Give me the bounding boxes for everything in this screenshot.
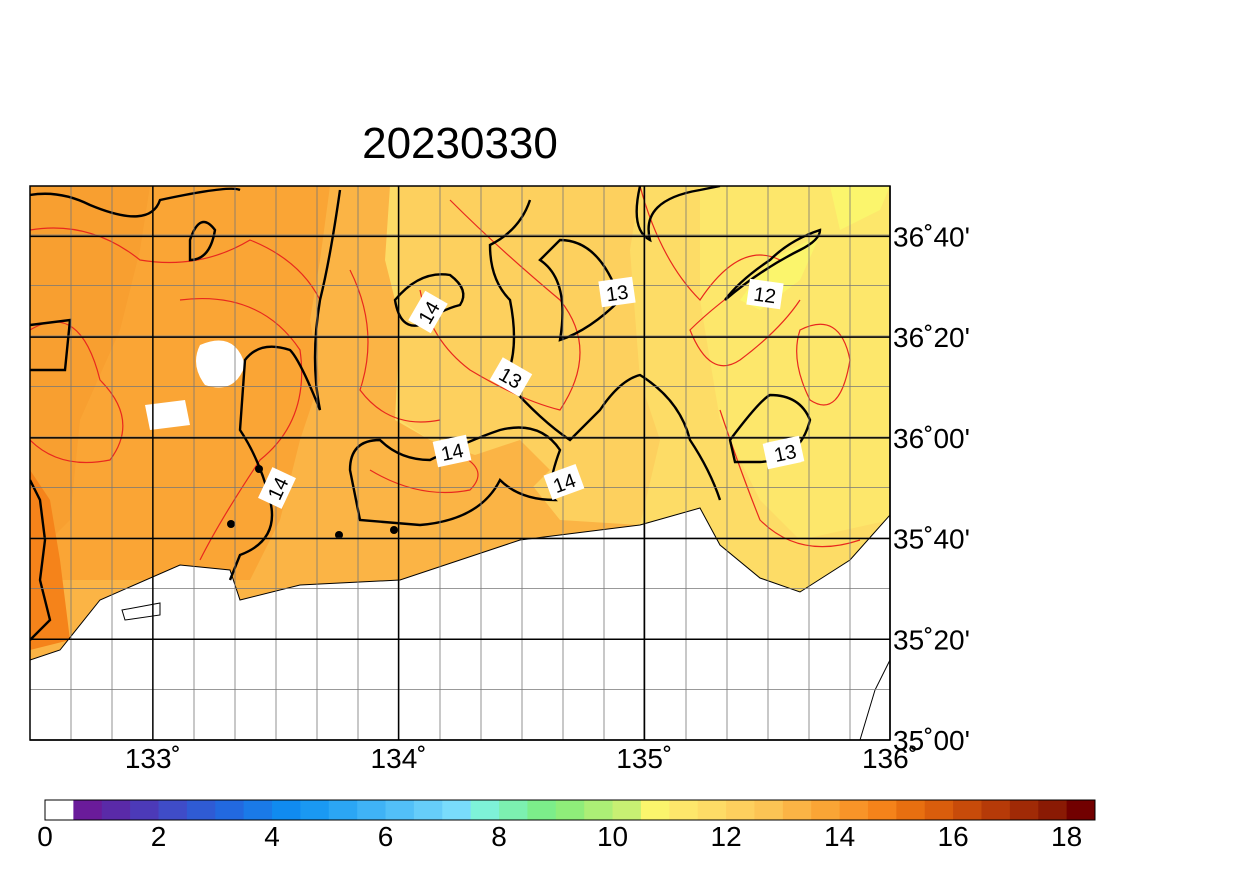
colorbar-tick-label: 18 xyxy=(1051,821,1082,852)
lat-tick-label: 36˚20' xyxy=(893,322,970,353)
contour-label: 14 xyxy=(432,434,472,468)
lon-tick-label: 135˚ xyxy=(616,743,672,774)
contour-label-text: 13 xyxy=(772,441,798,467)
contour-label: 13 xyxy=(598,276,636,308)
colorbar-swatch xyxy=(45,800,74,820)
colorbar-swatch xyxy=(953,800,982,820)
contour-label-box xyxy=(765,435,805,469)
colorbar-swatch xyxy=(640,800,670,820)
contour-label: 13 xyxy=(765,435,805,469)
colorbar-tick-label: 6 xyxy=(378,821,394,852)
contour-label: 14 xyxy=(408,290,448,334)
lat-tick-label: 35˚40' xyxy=(893,524,970,555)
colorbar-swatch xyxy=(357,800,387,820)
contour-label-box xyxy=(489,357,533,397)
contour-label: 14 xyxy=(258,467,296,509)
colorbar-swatch xyxy=(839,800,869,820)
contour-label-box xyxy=(598,276,636,308)
contour-labels: 141313141414131213 xyxy=(258,276,805,509)
map-field xyxy=(30,186,890,740)
colorbar-swatch xyxy=(782,800,812,820)
contour-label-box xyxy=(746,278,784,310)
title: 20230330 xyxy=(362,119,558,168)
colorbar-swatch xyxy=(555,800,585,820)
colorbar-swatch xyxy=(186,800,216,820)
colorbar-swatch xyxy=(811,800,841,820)
colorbar-tick-label: 4 xyxy=(264,821,280,852)
contour-label-text: 13 xyxy=(605,282,630,307)
colorbar-swatch xyxy=(697,800,727,820)
colorbar-swatch xyxy=(470,800,500,820)
colorbar-swatch xyxy=(243,800,273,820)
colorbar-swatch xyxy=(300,800,330,820)
colorbar-tick-label: 0 xyxy=(37,821,53,852)
colorbar-swatch xyxy=(328,800,358,820)
contour-label-box xyxy=(408,290,448,334)
colorbar-swatch xyxy=(867,800,897,820)
contour-label: 14 xyxy=(543,463,585,501)
colorbar-swatch xyxy=(413,800,443,820)
colorbar-swatch xyxy=(669,800,699,820)
contour-label-box xyxy=(432,434,472,468)
colorbar-tick-label: 12 xyxy=(711,821,742,852)
lat-tick-label: 35˚20' xyxy=(893,624,970,655)
colorbar-tick-label: 8 xyxy=(491,821,507,852)
contour-label-text: 14 xyxy=(439,440,465,466)
colorbar-swatch xyxy=(385,800,415,820)
colorbar-swatch xyxy=(981,800,1011,820)
lat-tick-label: 36˚00' xyxy=(893,423,970,454)
colorbar-swatch xyxy=(527,800,557,820)
colorbar-swatch xyxy=(754,800,784,820)
colorbar-swatch xyxy=(612,800,642,820)
colorbar-tick-label: 16 xyxy=(938,821,969,852)
map-frame xyxy=(29,185,891,741)
lon-tick-label: 133˚ xyxy=(125,743,181,774)
colorbar-frame xyxy=(44,799,1096,821)
contour-label-box xyxy=(543,463,585,501)
lon-tick-label: 134˚ xyxy=(371,743,427,774)
colorbar-swatch xyxy=(158,800,188,820)
contour-label: 12 xyxy=(746,278,784,310)
colorbar-tick-label: 2 xyxy=(151,821,167,852)
colorbar: 0 2 4 6 8 10 12 14 16 18 xyxy=(37,799,1096,852)
colorbar-swatch xyxy=(272,800,301,820)
colorbar-tick-label: 14 xyxy=(824,821,855,852)
contour-label-text: 12 xyxy=(752,284,777,309)
colorbar-swatch xyxy=(101,800,131,820)
lat-tick-label: 35˚00' xyxy=(893,725,970,756)
colorbar-swatch xyxy=(442,800,472,820)
colorbar-swatch xyxy=(130,800,160,820)
lon-tick-label: 136˚ xyxy=(862,743,918,774)
map-ticks: 133˚ 134˚ 135˚ 136˚ 36˚40' 36˚20' 36˚00' 35˚40'… xyxy=(125,221,970,774)
colorbar-tick-label: 10 xyxy=(597,821,628,852)
colorbar-swatch xyxy=(1066,800,1096,820)
colorbar-swatch xyxy=(924,800,954,820)
colorbar-swatch xyxy=(73,800,103,820)
lat-tick-label: 36˚40' xyxy=(893,221,970,252)
colorbar-swatch xyxy=(499,800,528,820)
contour-label-box xyxy=(258,467,296,509)
colorbar-swatch xyxy=(215,800,245,820)
colorbar-swatch xyxy=(726,800,755,820)
colorbar-swatch xyxy=(584,800,614,820)
colorbar-swatch xyxy=(896,800,926,820)
colorbar-swatch xyxy=(1009,800,1039,820)
colorbar-swatch xyxy=(1038,800,1068,820)
